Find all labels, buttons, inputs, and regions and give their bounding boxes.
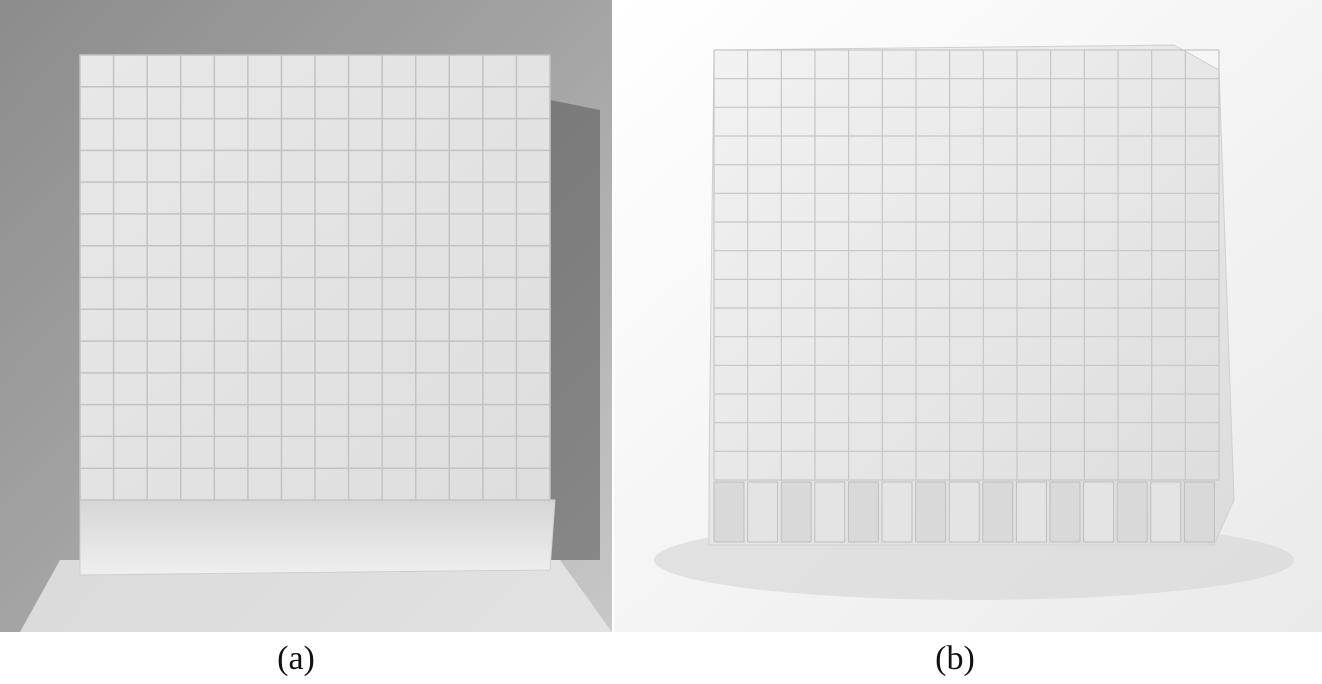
crystal-slat — [1049, 481, 1081, 543]
crystal-slat — [915, 481, 947, 543]
crystal-slat — [948, 481, 980, 543]
photo-crystal-array-top-view — [0, 0, 612, 632]
crystal-slat — [780, 481, 812, 543]
crystal-slat — [814, 481, 846, 543]
crystal-slat — [713, 481, 745, 543]
crystal-slat — [1015, 481, 1047, 543]
crystal-slat — [982, 481, 1014, 543]
crystal-slat — [1083, 481, 1115, 543]
panel-b-caption: (b) — [935, 640, 975, 677]
crystal-slat — [881, 481, 913, 543]
crystal-slat — [847, 481, 879, 543]
photo-panel-a — [0, 0, 612, 632]
crystal-slat — [1183, 481, 1215, 543]
crystal-slat — [1116, 481, 1148, 543]
photo-crystal-array-side-view — [614, 0, 1322, 632]
crystal-slat — [1150, 481, 1182, 543]
panel-a-caption: (a) — [277, 640, 315, 677]
photo-panel-b — [614, 0, 1322, 632]
crystal-slat — [747, 481, 779, 543]
